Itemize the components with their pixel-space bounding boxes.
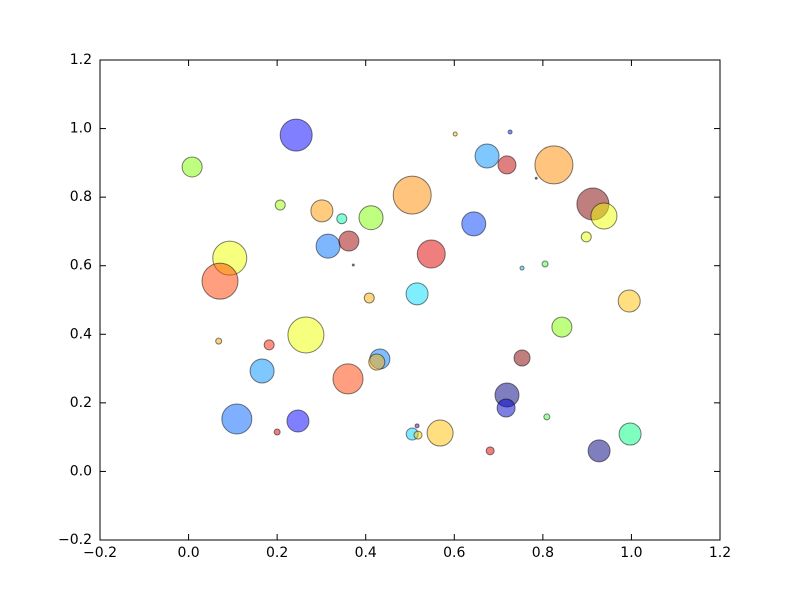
y-tick-label: 0.0 (70, 463, 92, 479)
bubble (273, 428, 281, 436)
plot-frame (99, 59, 721, 541)
bubble (617, 289, 641, 313)
bubble (363, 292, 375, 304)
y-tick-label: 0.4 (70, 326, 92, 342)
bubble (519, 265, 525, 271)
bubble (338, 230, 360, 252)
bubble (392, 175, 432, 215)
y-tick-label: 0.8 (70, 189, 92, 205)
bubble (201, 262, 239, 300)
bubble (263, 339, 275, 351)
bubble (426, 419, 454, 447)
bubble (215, 337, 223, 345)
bubble (249, 358, 275, 384)
bubble (336, 213, 348, 225)
bubble (534, 176, 538, 180)
bubble (513, 349, 531, 367)
bubble (358, 205, 384, 231)
y-tick-label: 1.2 (70, 52, 92, 68)
bubble (618, 422, 642, 446)
x-tick-label: 1.0 (620, 545, 642, 561)
bubble (474, 143, 500, 169)
bubble (590, 202, 618, 230)
x-tick-label: 0.4 (355, 545, 377, 561)
x-tick-label: 0.2 (266, 545, 288, 561)
bubble (310, 199, 334, 223)
bubble (332, 363, 364, 395)
bubble (580, 231, 592, 243)
bubble (368, 353, 386, 371)
bubble (587, 439, 611, 463)
y-tick-label: 1.0 (70, 121, 92, 137)
bubble (496, 398, 516, 418)
bubble (452, 131, 458, 137)
bubble (315, 233, 341, 259)
x-tick-label: 1.2 (709, 545, 731, 561)
bubble (221, 403, 253, 435)
bubble (543, 413, 551, 421)
x-tick-label: −0.2 (83, 545, 117, 561)
bubble (416, 239, 446, 269)
bubble (274, 199, 286, 211)
bubble (279, 118, 313, 152)
bubble (551, 316, 573, 338)
x-tick-label: 0.6 (443, 545, 465, 561)
bubble (507, 129, 513, 135)
bubble (485, 446, 495, 456)
bubble (534, 145, 574, 185)
bubble (287, 316, 325, 354)
y-tick-label: −0.2 (58, 532, 92, 548)
bubble (181, 156, 203, 178)
x-tick-label: 0.0 (177, 545, 199, 561)
y-tick-label: 0.2 (70, 395, 92, 411)
bubble (414, 423, 420, 429)
bubble (461, 211, 487, 237)
y-tick-label: 0.6 (70, 258, 92, 274)
bubble (286, 409, 310, 433)
bubble (351, 263, 355, 267)
x-tick-label: 0.8 (532, 545, 554, 561)
bubble (405, 282, 429, 306)
bubble (541, 260, 549, 268)
bubble (497, 155, 517, 175)
bubble (413, 430, 423, 440)
